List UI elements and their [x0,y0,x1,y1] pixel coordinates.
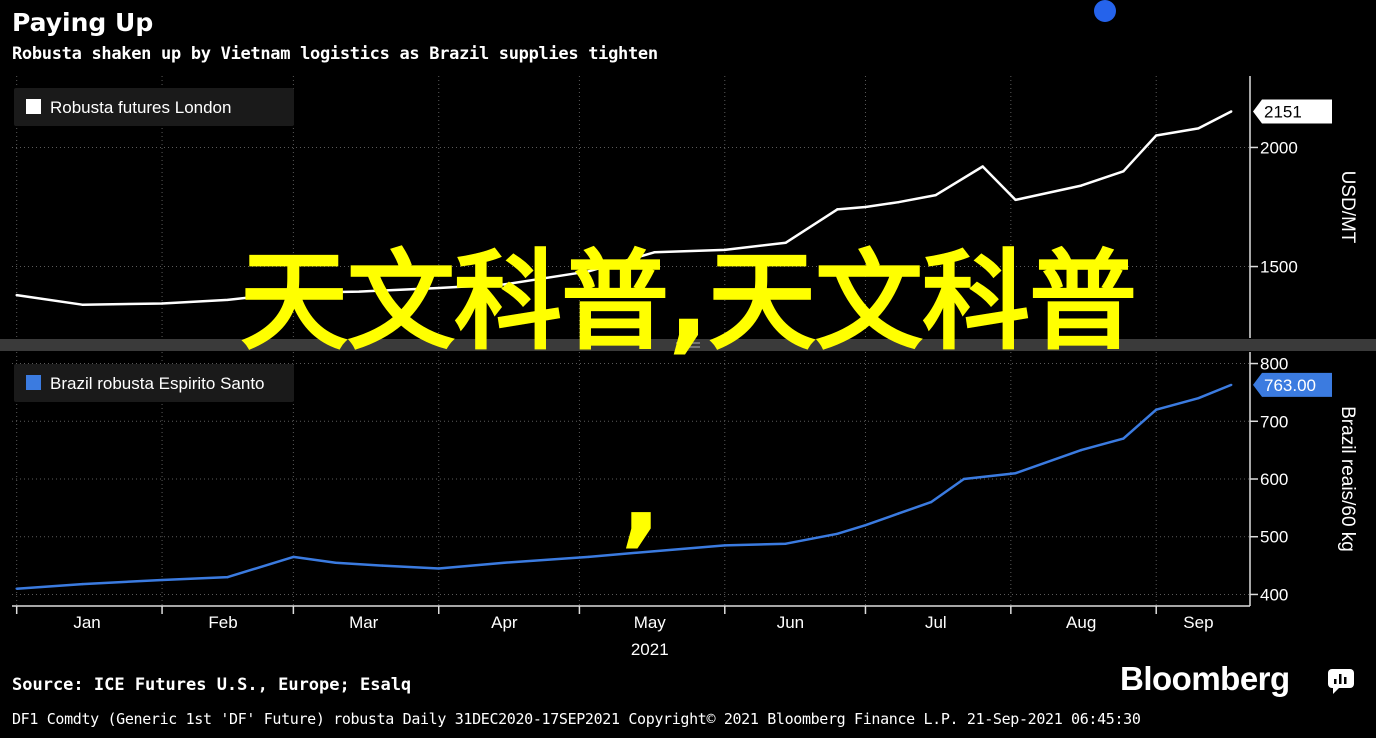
blue-dot-icon [1094,0,1116,22]
x-tick-label: Feb [208,613,237,632]
data-point [1197,396,1200,400]
x-year-label: 2021 [631,640,669,659]
data-point [15,587,18,590]
chart-subtitle: Robusta shaken up by Vietnam logistics a… [12,44,658,64]
y-tick-label: 2000 [1260,138,1298,157]
x-tick-label: Sep [1183,613,1213,632]
data-point [864,523,867,527]
y-tick-label: 600 [1260,470,1288,489]
data-point [437,286,440,290]
chart-title: Paying Up [12,8,154,37]
data-point [897,512,900,515]
data-point [503,283,506,286]
legend-label: Robusta futures London [50,98,231,117]
data-point [784,542,787,545]
x-tick-label: Jun [777,613,804,632]
data-point [1122,170,1125,173]
series-line-1 [16,383,1232,590]
data-point [1079,184,1083,187]
x-tick-label: Mar [349,613,379,632]
data-point [160,578,164,582]
grid-layer [0,76,1376,606]
legend-box [14,364,294,402]
last-value-label: 2151 [1264,102,1302,121]
data-point [334,561,337,564]
data-point [81,582,84,586]
panel-separator [0,339,1376,351]
data-point [1155,134,1158,137]
data-point [160,302,164,305]
data-point [784,241,787,244]
footer-info: DF1 Comdty (Generic 1st 'DF' Future) rob… [12,710,1141,728]
axis-layer: 1500 2000 2151 USD/MT 400 500 600 700 800 763.00 B… [12,76,1358,659]
y-tick-label: 400 [1260,585,1288,604]
x-tick-label: Jul [925,613,947,632]
last-value-label: 763.00 [1264,376,1316,395]
data-point [1014,198,1017,202]
legend-swatch [26,99,41,114]
data-point [587,555,590,559]
data-point [587,270,590,273]
data-point [226,575,229,579]
data-point [653,251,656,254]
data-point [723,248,726,252]
series-line-0 [16,110,1232,306]
x-tick-label: Aug [1066,613,1096,632]
data-point [962,477,966,481]
legend-box [14,88,294,126]
data-point [437,567,440,570]
chat-bubble-icon [1328,669,1354,694]
y-tick-label: 700 [1260,412,1288,431]
y-tick-label: 800 [1260,355,1288,374]
y-axis-unit-label: USD/MT [1337,171,1358,244]
data-point [981,165,984,168]
data-point [292,291,295,294]
data-point [357,290,361,293]
data-point [1122,437,1125,440]
legend-label: Brazil robusta Espirito Santo [50,374,265,393]
data-point [292,555,295,559]
x-tick-label: May [634,613,667,632]
y-tick-label: 500 [1260,528,1288,547]
data-point [15,293,18,297]
data-point [1230,110,1233,113]
data-point [1079,448,1083,452]
legend-layer: Robusta futures London Brazil robusta Esp… [14,88,294,402]
series-layer [15,110,1233,590]
x-tick-label: Jan [73,613,100,632]
x-tick-label: Apr [491,613,518,632]
data-point [381,564,384,567]
data-point [1155,408,1158,411]
data-point [503,561,506,564]
y-axis-unit-label: Brazil reais/60 kg [1337,406,1358,552]
data-point [1197,127,1200,130]
data-point [1014,472,1017,475]
data-point [836,532,839,536]
last-value-tag [1253,372,1332,397]
data-point [836,208,839,211]
data-point [929,500,933,504]
data-point [81,303,84,306]
data-point [1230,383,1233,387]
last-value-tag [1253,99,1332,124]
data-point [226,298,229,302]
data-point [897,201,900,204]
data-point [864,205,867,209]
y-tick-label: 1500 [1260,258,1298,277]
data-point [723,544,726,547]
legend-swatch [26,375,41,390]
data-point [653,549,656,553]
data-point [934,193,938,197]
source-note: Source: ICE Futures U.S., Europe; Esalq [12,675,412,695]
bloomberg-logo: Bloomberg [1120,660,1290,697]
